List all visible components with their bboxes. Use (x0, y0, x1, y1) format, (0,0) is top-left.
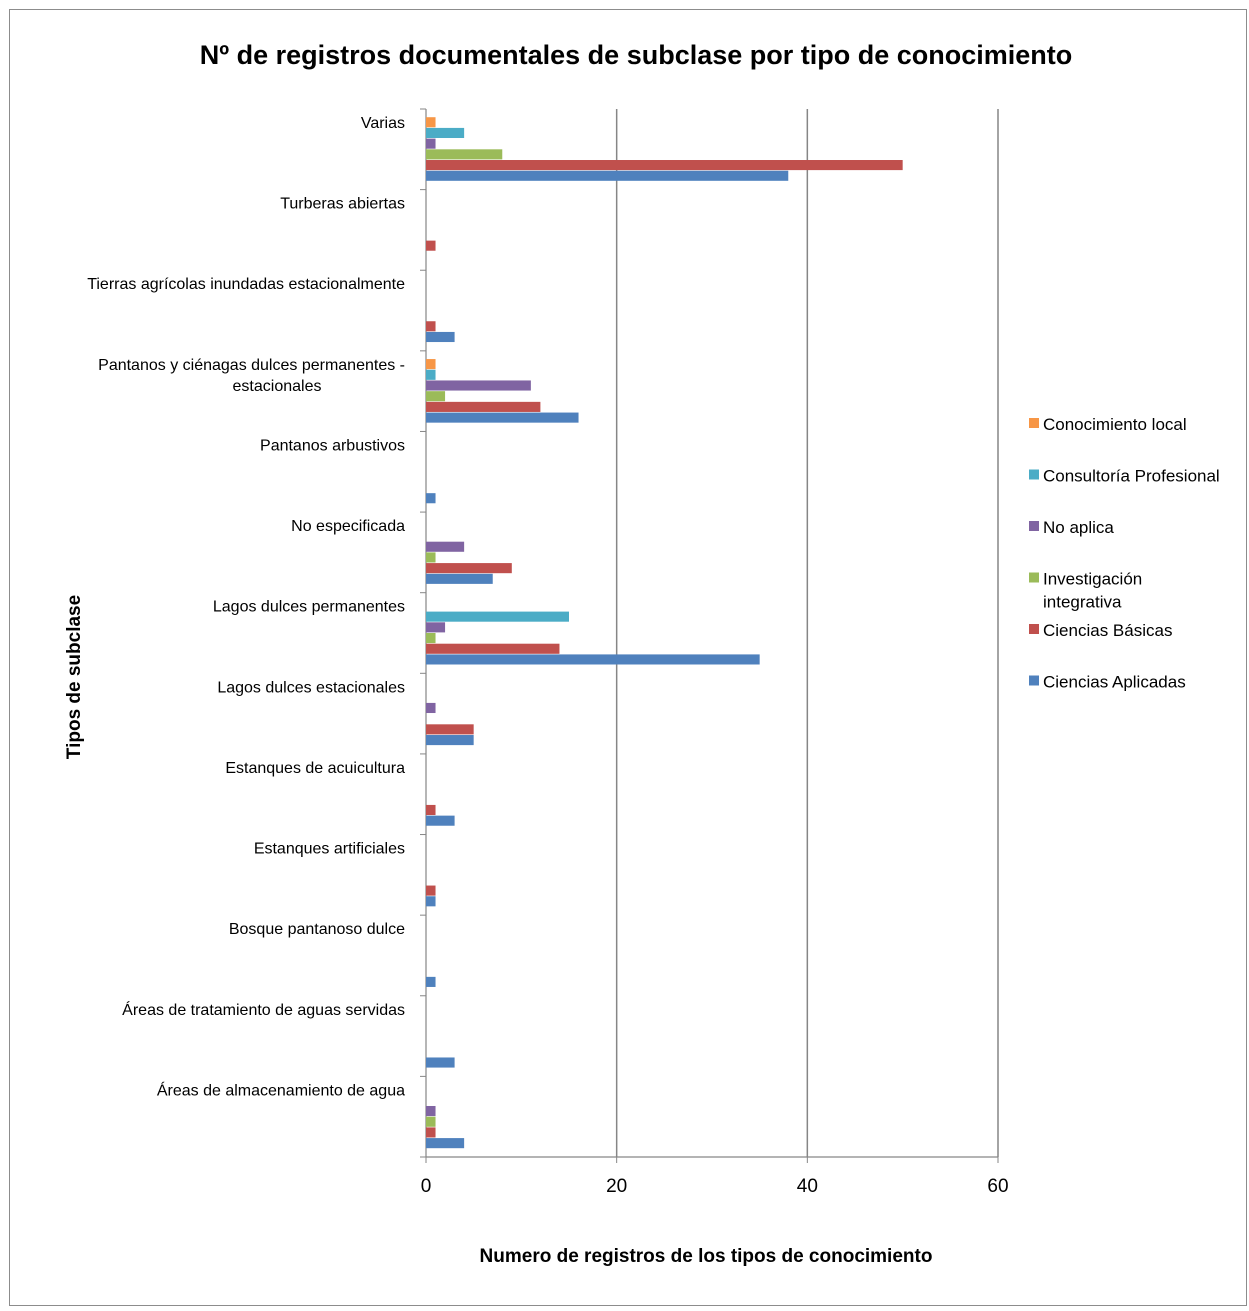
bar (426, 622, 446, 633)
bar (426, 724, 474, 735)
bar (426, 541, 465, 552)
y-category-label: Lagos dulces permanentes (213, 599, 405, 616)
y-axis-title: Tipos de subclase (64, 595, 85, 759)
bar (426, 493, 436, 504)
y-category-label: Áreas de almacenamiento de agua (157, 1080, 405, 1099)
legend-label: No aplica (1043, 518, 1114, 537)
y-category-label: estacionales (233, 378, 322, 395)
legend-swatch (1029, 469, 1039, 480)
bar (426, 160, 903, 171)
bar (426, 380, 531, 391)
plot-area: 0 20 40 60 Áreas de almacenamiento de agua Ár… (87, 108, 1009, 1197)
y-category-label: No especificada (291, 518, 405, 535)
bar (426, 127, 465, 139)
bar (426, 1127, 436, 1138)
bar (426, 149, 503, 160)
bar (426, 138, 436, 149)
bar (426, 563, 512, 574)
y-category-label: Estanques de acuicultura (225, 760, 405, 777)
legend-swatch (1029, 418, 1039, 428)
legend-label: Consultoría Profesional (1043, 467, 1220, 486)
bar (426, 331, 455, 343)
y-category-label: Pantanos arbustivos (260, 437, 405, 454)
bar (426, 1138, 465, 1149)
legend-label: Ciencias Aplicadas (1043, 673, 1186, 692)
bar (426, 804, 436, 816)
legend-label: Conocimiento local (1043, 415, 1187, 434)
bar (426, 654, 760, 665)
legend-swatch (1029, 675, 1039, 686)
bar (426, 633, 436, 644)
y-category-label: Tierras agrícolas inundadas estacionalme… (87, 276, 405, 293)
legend-label: integrativa (1043, 593, 1122, 612)
bar (426, 643, 560, 654)
legend-label: Ciencias Básicas (1043, 621, 1172, 640)
legend-swatch (1029, 572, 1039, 583)
legend-swatch (1029, 521, 1039, 531)
bar (426, 412, 579, 423)
x-tick-label: 20 (606, 1176, 627, 1197)
bar (426, 896, 436, 907)
y-category-label: Estanques artificiales (254, 841, 405, 858)
bar (426, 976, 436, 987)
bar (426, 702, 436, 714)
bar (426, 240, 436, 251)
bar (426, 552, 436, 563)
x-tick-label: 0 (421, 1176, 432, 1197)
legend-swatch (1029, 624, 1039, 634)
bar (426, 391, 446, 402)
x-tick-label: 60 (987, 1176, 1008, 1197)
y-category-label: Varias (361, 115, 405, 132)
chart-title: Nº de registros documentales de subclase… (200, 40, 1073, 70)
y-category-label: Lagos dulces estacionales (217, 679, 405, 696)
bar (426, 573, 493, 584)
bar (426, 369, 436, 380)
y-category-label: Áreas de tratamiento de aguas servidas (122, 1000, 405, 1019)
bar (426, 1057, 455, 1068)
bar (426, 401, 541, 412)
legend-label: Investigación (1043, 570, 1142, 589)
bar (426, 1105, 436, 1117)
bar (426, 611, 569, 622)
bar (426, 735, 474, 746)
bar (426, 885, 436, 896)
x-tick-label: 40 (797, 1176, 818, 1197)
y-category-label: Turberas abiertas (280, 196, 405, 213)
y-category-label: Bosque pantanoso dulce (229, 921, 405, 938)
y-category-label: Pantanos y ciénagas dulces permanentes - (98, 357, 405, 374)
bar (426, 117, 436, 128)
x-axis-title: Numero de registros de los tipos de cono… (480, 1246, 933, 1267)
bar (426, 815, 455, 826)
bar (426, 170, 789, 181)
bar (426, 1116, 436, 1127)
bar (426, 321, 436, 332)
legend: Conocimiento local Consultoría Profesiona… (1029, 415, 1220, 692)
bar (426, 359, 436, 370)
